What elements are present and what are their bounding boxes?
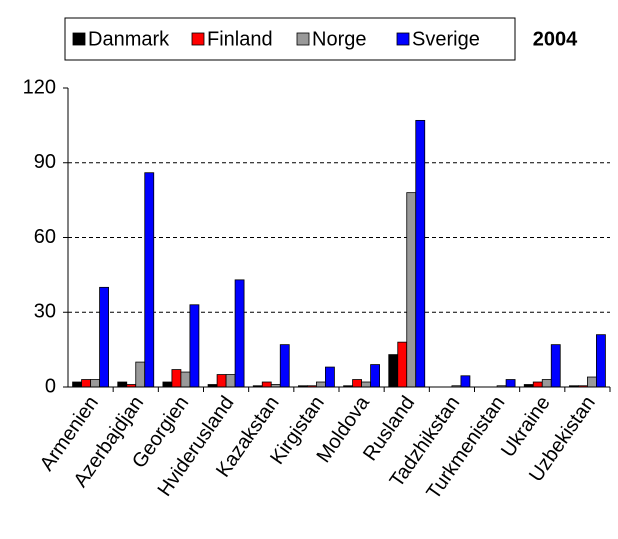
bar [189,304,200,388]
legend-swatch [191,32,205,46]
bar [144,172,155,388]
y-tick-label: 60 [34,226,56,248]
y-tick-label: 30 [34,301,56,323]
y-tick-label: 90 [34,151,56,173]
chart-title: 2004 [533,28,578,50]
bar [279,344,290,388]
bar [406,192,417,388]
y-tick-label: 0 [45,375,56,397]
bar [171,369,182,388]
y-tick-label: 120 [23,76,56,98]
bar [162,381,173,388]
legend-swatch [72,32,86,46]
legend-swatch [296,32,310,46]
legend-label: Sverige [412,28,480,50]
legend-box [64,17,516,61]
bar [397,341,408,388]
bar [505,379,516,388]
bar [261,381,272,388]
bar [388,354,399,388]
bar [550,344,561,388]
legend-label: Norge [312,28,366,50]
bar [325,366,335,388]
bar [460,375,471,388]
bar [587,376,597,388]
bar [216,374,227,388]
bar [352,379,362,388]
bar [225,374,236,388]
bar [234,279,245,388]
bar [532,381,543,388]
bar [596,334,606,388]
bar [99,286,109,388]
bar [180,371,191,388]
bar [415,119,426,388]
bar [361,381,371,388]
bar [90,379,100,388]
bar [81,379,91,388]
legend-swatch [396,32,410,46]
legend-label: Finland [207,28,273,50]
bar [135,361,146,388]
legend-label: Danmark [88,28,170,50]
bar [541,379,552,388]
bar [370,364,380,388]
bar [316,381,326,388]
bar [72,381,82,388]
bar [117,381,128,388]
